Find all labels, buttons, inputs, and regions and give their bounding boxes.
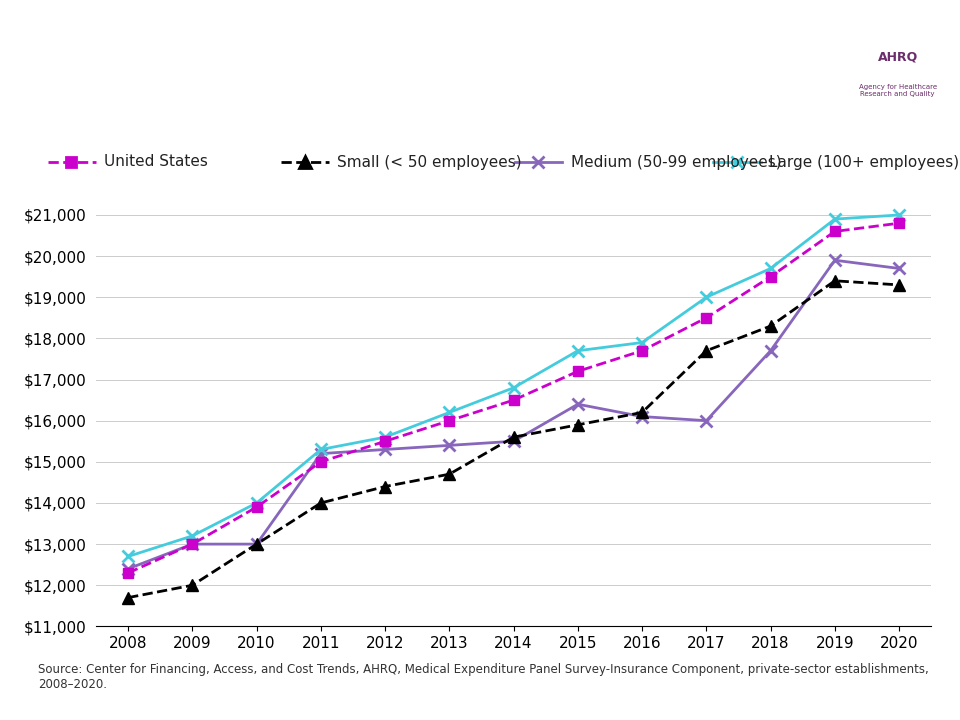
- Circle shape: [528, 15, 960, 111]
- Text: Medium (50-99 employees): Medium (50-99 employees): [570, 155, 781, 169]
- Text: Small (< 50 employees): Small (< 50 employees): [338, 155, 522, 169]
- Text: Agency for Healthcare
Research and Quality: Agency for Healthcare Research and Quali…: [858, 84, 937, 97]
- Text: Large (100+ employees): Large (100+ employees): [770, 155, 960, 169]
- Text: AHRQ: AHRQ: [877, 50, 918, 63]
- Text: employee, overall and by firm size, 2008–2020: employee, overall and by firm size, 2008…: [149, 89, 696, 108]
- Text: Source: Center for Financing, Access, and Cost Trends, AHRQ, Medical Expenditure: Source: Center for Financing, Access, an…: [38, 663, 929, 691]
- Text: Figure 8. Average total family premium per enrolled private-sector: Figure 8. Average total family premium p…: [28, 40, 817, 60]
- Text: United States: United States: [105, 155, 208, 169]
